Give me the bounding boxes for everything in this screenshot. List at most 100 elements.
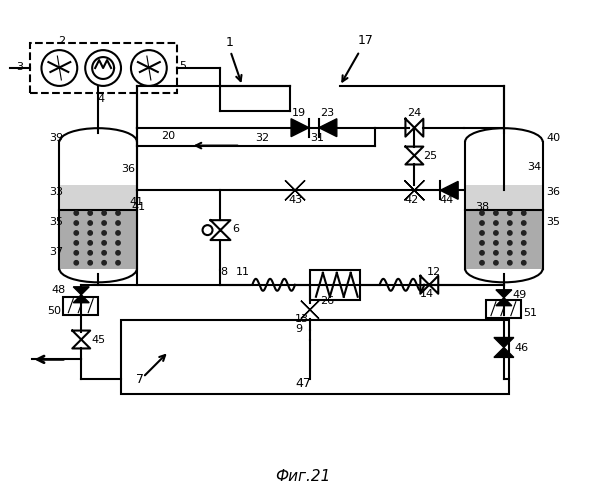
Circle shape	[522, 240, 526, 245]
Circle shape	[102, 231, 106, 235]
Circle shape	[508, 250, 512, 255]
Circle shape	[494, 260, 498, 265]
Circle shape	[480, 260, 484, 265]
Text: 37: 37	[50, 247, 64, 257]
Bar	[61, 210, 136, 268]
Text: 20: 20	[161, 130, 175, 140]
Text: 43: 43	[288, 196, 302, 205]
Polygon shape	[496, 290, 512, 298]
Circle shape	[102, 240, 106, 245]
Text: 2: 2	[58, 36, 65, 46]
Circle shape	[88, 260, 92, 265]
Circle shape	[480, 240, 484, 245]
Text: 5: 5	[179, 61, 186, 71]
Polygon shape	[404, 180, 424, 201]
Text: 23: 23	[320, 108, 334, 118]
Circle shape	[480, 211, 484, 215]
Circle shape	[522, 231, 526, 235]
Circle shape	[88, 250, 92, 255]
Polygon shape	[285, 180, 305, 201]
Text: 51: 51	[523, 308, 537, 318]
Text: 46: 46	[515, 344, 529, 353]
Text: Фиг.21: Фиг.21	[275, 469, 331, 484]
Text: 11: 11	[235, 267, 250, 277]
Circle shape	[74, 221, 78, 225]
Text: 41: 41	[129, 197, 143, 207]
Bar	[466, 210, 542, 268]
Text: 38: 38	[475, 202, 489, 212]
Circle shape	[508, 221, 512, 225]
Text: 50: 50	[47, 306, 61, 316]
Circle shape	[522, 221, 526, 225]
Circle shape	[522, 250, 526, 255]
Polygon shape	[301, 300, 319, 318]
Text: 44: 44	[439, 196, 453, 205]
Text: 25: 25	[424, 150, 438, 160]
Polygon shape	[404, 180, 424, 201]
Text: 19: 19	[292, 108, 306, 118]
Circle shape	[508, 231, 512, 235]
Text: 35: 35	[547, 217, 561, 227]
Circle shape	[494, 211, 498, 215]
Circle shape	[494, 221, 498, 225]
Circle shape	[88, 231, 92, 235]
Text: 33: 33	[50, 188, 64, 198]
Circle shape	[116, 231, 120, 235]
Polygon shape	[301, 300, 319, 318]
Text: 17: 17	[358, 34, 373, 47]
Text: 31: 31	[310, 132, 324, 142]
Circle shape	[102, 260, 106, 265]
Circle shape	[508, 240, 512, 245]
Bar	[121, 320, 509, 394]
Circle shape	[88, 240, 92, 245]
Text: 36: 36	[121, 164, 135, 174]
Text: 8: 8	[221, 267, 228, 277]
Polygon shape	[73, 294, 89, 302]
Circle shape	[74, 260, 78, 265]
Circle shape	[88, 211, 92, 215]
Text: 47: 47	[295, 377, 311, 390]
Circle shape	[494, 240, 498, 245]
Text: 36: 36	[547, 188, 561, 198]
Bar	[310, 270, 360, 300]
Text: 34: 34	[527, 162, 541, 172]
Circle shape	[480, 250, 484, 255]
Bar	[61, 186, 136, 210]
Bar	[486, 300, 521, 318]
Text: 35: 35	[50, 217, 64, 227]
Text: 32: 32	[255, 132, 270, 142]
Text: 12: 12	[427, 267, 441, 277]
Bar	[64, 296, 98, 314]
Circle shape	[522, 211, 526, 215]
Circle shape	[88, 221, 92, 225]
Bar	[466, 186, 542, 210]
Text: 26: 26	[320, 296, 334, 306]
Circle shape	[494, 231, 498, 235]
Text: 41: 41	[131, 202, 145, 212]
Polygon shape	[73, 287, 89, 294]
Bar	[30, 43, 177, 93]
Polygon shape	[285, 180, 305, 201]
Text: 24: 24	[407, 108, 422, 118]
Circle shape	[480, 231, 484, 235]
Polygon shape	[494, 348, 514, 358]
Circle shape	[116, 240, 120, 245]
Circle shape	[116, 221, 120, 225]
Text: 42: 42	[404, 196, 419, 205]
Polygon shape	[496, 298, 512, 306]
Text: 6: 6	[232, 224, 239, 234]
Circle shape	[116, 250, 120, 255]
Circle shape	[102, 211, 106, 215]
Circle shape	[74, 231, 78, 235]
Text: 9: 9	[295, 324, 302, 334]
Circle shape	[494, 250, 498, 255]
Text: 49: 49	[513, 290, 527, 300]
Circle shape	[116, 260, 120, 265]
Circle shape	[74, 250, 78, 255]
Polygon shape	[440, 182, 458, 200]
Circle shape	[508, 260, 512, 265]
Text: 3: 3	[16, 62, 23, 72]
Circle shape	[102, 221, 106, 225]
Circle shape	[102, 250, 106, 255]
Text: 4: 4	[98, 94, 105, 104]
